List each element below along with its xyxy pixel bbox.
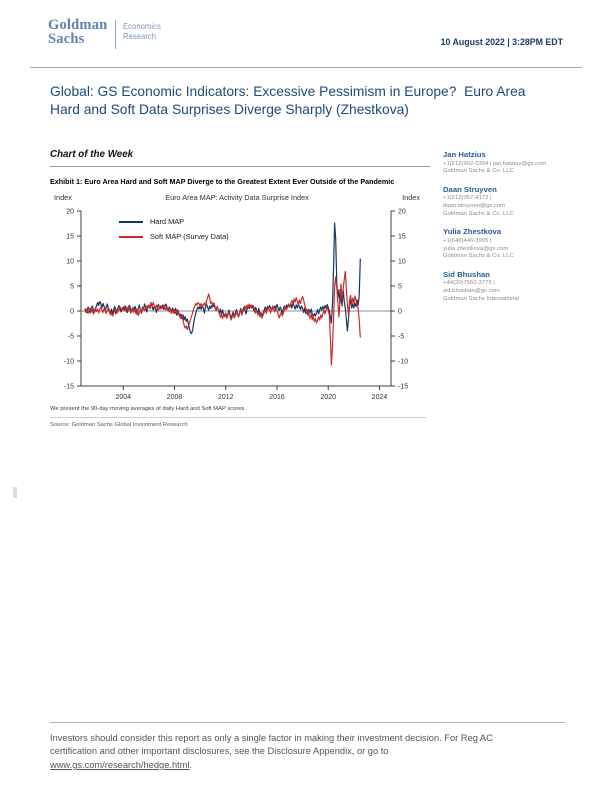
author-block: Daan Struyven +1(212)357-4172 | daan.struy… [443, 185, 573, 219]
division-line1: Economics [123, 21, 162, 31]
legend-item-hard-map: Hard MAP [119, 217, 229, 226]
y-tick-label-left: -15 [64, 384, 74, 391]
logo-divider [115, 20, 117, 49]
author-name: Daan Struyven [443, 184, 497, 194]
author-list: Jan Hatzius +1(212)902-0394 | jan.hatzius… [443, 150, 573, 312]
exhibit-caption: Exhibit 1: Euro Area Hard and Soft MAP D… [50, 177, 395, 186]
y-tick-label-left: 10 [66, 259, 74, 266]
y-tick-label-right: -5 [398, 334, 404, 341]
exhibit-footnote: We present the 90-day moving averages of… [50, 406, 426, 418]
x-tick-label: 2012 [218, 394, 234, 401]
y-tick-label-right: -15 [398, 384, 408, 391]
axis-unit-left: Index [54, 193, 72, 202]
x-tick-label: 2016 [269, 394, 285, 401]
x-tick-label: 2004 [115, 394, 131, 401]
division-line2: Research [123, 31, 157, 42]
author-contact-line: Goldman Sachs International [443, 295, 519, 302]
logo-wordmark: Goldman Sachs [48, 17, 108, 47]
period: . [189, 759, 193, 770]
report-date: 10 August 2022 | 3:28PM EDT [440, 37, 563, 47]
chart-header: Index Euro Area MAP: Activity Data Surpr… [47, 193, 425, 203]
goldman-sachs-logo: Goldman Sachs Economics Research [48, 17, 165, 49]
disclaimer-line: certification and other important disclo… [50, 746, 389, 757]
legend-label: Soft MAP (Survey Data) [150, 232, 229, 241]
y-tick-label-left: 5 [70, 284, 74, 291]
disclosure-link[interactable]: www.gs.com/research/hedge.html [50, 759, 190, 770]
logo-division: Economics Research [123, 19, 161, 42]
y-tick-label-right: 0 [398, 309, 402, 316]
author-block: Sid Bhushan +44(20)7552-3779 | sid.bhushan… [443, 270, 573, 304]
y-tick-label-left: 20 [66, 209, 74, 216]
y-tick-label-right: 10 [398, 259, 406, 266]
author-contact-line: Goldman Sachs & Co. LLC [443, 168, 514, 175]
page-edge-mark [13, 487, 17, 498]
logo-line2: Sachs [48, 30, 85, 47]
chart-title: Euro Area MAP: Activity Data Surprise In… [165, 193, 309, 202]
y-tick-label-right: -10 [398, 359, 408, 366]
series-line-hard-map [84, 222, 361, 335]
disclaimer-footer: Investors should consider this report as… [50, 722, 565, 772]
x-tick-label: 2020 [320, 394, 336, 401]
logo-line1: Goldman [48, 17, 108, 33]
hard-map-line-swatch [119, 220, 143, 223]
author-contact-line: +1(646)446-3905 | [443, 237, 492, 244]
axis-unit-right: Index [402, 193, 420, 202]
y-tick-label-right: 15 [398, 234, 406, 241]
chart-legend: Hard MAP Soft MAP (Survey Data) [119, 217, 229, 247]
y-tick-label-right: 5 [398, 284, 402, 291]
exhibit-chart: Index Euro Area MAP: Activity Data Surpr… [47, 193, 425, 410]
author-block: Yulia Zhestkova +1(646)446-3905 | yulia.zh… [443, 227, 573, 261]
x-tick-label: 2008 [167, 394, 183, 401]
y-tick-label-right: 20 [398, 209, 406, 216]
section-rule [50, 166, 430, 167]
y-tick-label-left: 15 [66, 234, 74, 241]
author-contact-line: +44(20)7552-3779 | [443, 280, 495, 287]
y-tick-label-left: 0 [70, 309, 74, 316]
author-name: Jan Hatzius [443, 150, 486, 159]
exhibit-source: Source: Goldman Sachs Global Investment … [50, 422, 188, 428]
disclaimer-line: Investors should consider this report as… [50, 733, 493, 743]
header-rule [30, 67, 582, 68]
disclaimer-line: www.gs.com/research/hedge.html. [50, 759, 565, 772]
author-contact-line: yulia.zhestkova@gs.com [443, 245, 509, 252]
author-contact-line: +1(212)902-0394 | jan.hatzius@gs.com [443, 160, 547, 167]
section-heading: Chart of the Week [50, 149, 134, 160]
author-name: Sid Bhushan [443, 269, 490, 279]
author-name: Yulia Zhestkova [443, 227, 502, 237]
author-contact-line: daan.struyven@gs.com [443, 203, 505, 210]
report-title: Global: GS Economic Indicators: Excessiv… [50, 84, 530, 118]
author-contact-line: sid.bhushan@gs.com [443, 288, 500, 295]
author-contact-line: Goldman Sachs & Co. LLC [443, 210, 514, 217]
legend-label: Hard MAP [150, 217, 185, 226]
legend-item-soft-map: Soft MAP (Survey Data) [119, 232, 229, 241]
y-tick-label-left: -5 [68, 334, 74, 341]
author-contact-line: Goldman Sachs & Co. LLC [443, 253, 514, 260]
soft-map-line-swatch [119, 235, 143, 238]
author-contact-line: +1(212)357-4172 | [443, 195, 492, 202]
y-tick-label-left: -10 [64, 359, 74, 366]
author-block: Jan Hatzius +1(212)902-0394 | jan.hatzius… [443, 150, 573, 176]
x-tick-label: 2024 [372, 394, 388, 401]
series-line-soft-map [84, 270, 361, 366]
